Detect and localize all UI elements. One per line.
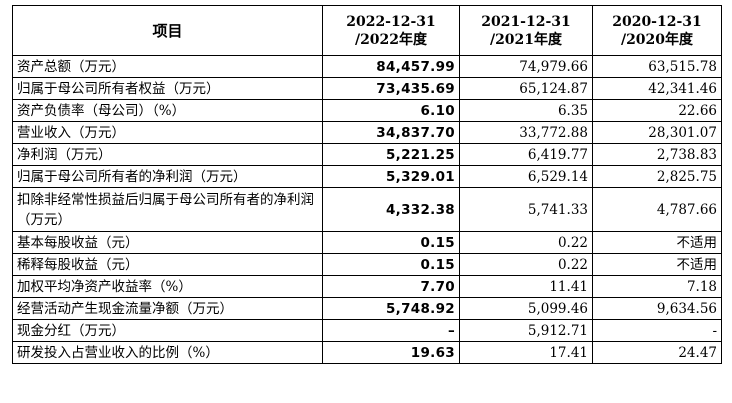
- value-2022: 7.70: [322, 275, 460, 298]
- value-2021: 0.22: [459, 231, 593, 254]
- financial-table-container: 项目 2022-12-31 /2022年度 2021-12-31 /2021年度…: [12, 5, 722, 364]
- value-2020: -: [592, 319, 722, 342]
- table-row: 净利润（万元） 5,221.25 6,419.77 2,738.83: [12, 143, 722, 166]
- header-2022-year: /2022年度: [354, 31, 428, 48]
- value-2021: 65,124.87: [459, 77, 593, 100]
- value-2021: 11.41: [459, 275, 593, 298]
- value-2022: 6.10: [322, 99, 460, 122]
- value-2022: 19.63: [322, 341, 460, 364]
- header-2021: 2021-12-31 /2021年度: [459, 5, 593, 56]
- value-2022: 5,748.92: [322, 297, 460, 320]
- header-2022-date: 2022-12-31: [346, 13, 436, 30]
- value-2022: 5,329.01: [322, 165, 460, 188]
- value-2022: 5,221.25: [322, 143, 460, 166]
- header-2020-date: 2020-12-31: [612, 13, 702, 30]
- table-row: 营业收入（万元） 34,837.70 33,772.88 28,301.07: [12, 121, 722, 144]
- table-header-row: 项目 2022-12-31 /2022年度 2021-12-31 /2021年度…: [12, 5, 722, 56]
- value-2022: 0.15: [322, 231, 460, 254]
- table-row: 基本每股收益（元） 0.15 0.22 不适用: [12, 231, 722, 254]
- value-2021: 6.35: [459, 99, 593, 122]
- value-2020: 2,738.83: [592, 143, 722, 166]
- table-row: 归属于母公司所有者的净利润（万元） 5,329.01 6,529.14 2,82…: [12, 165, 722, 188]
- value-2020: 42,341.46: [592, 77, 722, 100]
- value-2020: 28,301.07: [592, 121, 722, 144]
- value-2021: 74,979.66: [459, 55, 593, 78]
- value-2022: –: [322, 319, 460, 342]
- table-row: 稀释每股收益（元） 0.15 0.22 不适用: [12, 253, 722, 276]
- value-2020: 不适用: [592, 231, 722, 254]
- table-row: 经营活动产生现金流量净额（万元） 5,748.92 5,099.46 9,634…: [12, 297, 722, 320]
- value-2021: 6,529.14: [459, 165, 593, 188]
- header-item: 项目: [12, 5, 323, 56]
- value-2021: 0.22: [459, 253, 593, 276]
- row-label: 归属于母公司所有者权益（万元）: [12, 77, 323, 100]
- value-2022: 4,332.38: [322, 187, 460, 232]
- row-label: 营业收入（万元）: [12, 121, 323, 144]
- header-2020: 2020-12-31 /2020年度: [592, 5, 722, 56]
- table-row: 研发投入占营业收入的比例（%） 19.63 17.41 24.47: [12, 341, 722, 364]
- row-label: 基本每股收益（元）: [12, 231, 323, 254]
- row-label: 资产负债率（母公司）（%）: [12, 99, 323, 122]
- header-2021-date: 2021-12-31: [481, 13, 571, 30]
- value-2020: 63,515.78: [592, 55, 722, 78]
- value-2022: 84,457.99: [322, 55, 460, 78]
- table-row: 加权平均净资产收益率（%） 7.70 11.41 7.18: [12, 275, 722, 298]
- row-label: 扣除非经常性损益后归属于母公司所有者的净利润（万元）: [12, 187, 323, 232]
- header-2020-year: /2020年度: [620, 31, 694, 48]
- value-2021: 33,772.88: [459, 121, 593, 144]
- table-row: 资产负债率（母公司）（%） 6.10 6.35 22.66: [12, 99, 722, 122]
- value-2022: 34,837.70: [322, 121, 460, 144]
- table-row: 现金分红（万元） – 5,912.71 -: [12, 319, 722, 342]
- row-label: 现金分红（万元）: [12, 319, 323, 342]
- row-label: 研发投入占营业收入的比例（%）: [12, 341, 323, 364]
- value-2021: 5,741.33: [459, 187, 593, 232]
- value-2021: 5,099.46: [459, 297, 593, 320]
- value-2020: 9,634.56: [592, 297, 722, 320]
- value-2020: 7.18: [592, 275, 722, 298]
- value-2021: 17.41: [459, 341, 593, 364]
- value-2020: 22.66: [592, 99, 722, 122]
- table-row: 扣除非经常性损益后归属于母公司所有者的净利润（万元） 4,332.38 5,74…: [12, 187, 722, 232]
- value-2020: 24.47: [592, 341, 722, 364]
- header-2021-year: /2021年度: [489, 31, 563, 48]
- header-2022: 2022-12-31 /2022年度: [322, 5, 460, 56]
- value-2022: 0.15: [322, 253, 460, 276]
- row-label: 归属于母公司所有者的净利润（万元）: [12, 165, 323, 188]
- row-label: 稀释每股收益（元）: [12, 253, 323, 276]
- row-label: 资产总额（万元）: [12, 55, 323, 78]
- financial-summary-table: 项目 2022-12-31 /2022年度 2021-12-31 /2021年度…: [12, 5, 722, 364]
- value-2021: 5,912.71: [459, 319, 593, 342]
- value-2020: 不适用: [592, 253, 722, 276]
- row-label: 净利润（万元）: [12, 143, 323, 166]
- value-2020: 4,787.66: [592, 187, 722, 232]
- value-2020: 2,825.75: [592, 165, 722, 188]
- row-label: 经营活动产生现金流量净额（万元）: [12, 297, 323, 320]
- table-row: 资产总额（万元） 84,457.99 74,979.66 63,515.78: [12, 55, 722, 78]
- value-2022: 73,435.69: [322, 77, 460, 100]
- row-label: 加权平均净资产收益率（%）: [12, 275, 323, 298]
- table-row: 归属于母公司所有者权益（万元） 73,435.69 65,124.87 42,3…: [12, 77, 722, 100]
- value-2021: 6,419.77: [459, 143, 593, 166]
